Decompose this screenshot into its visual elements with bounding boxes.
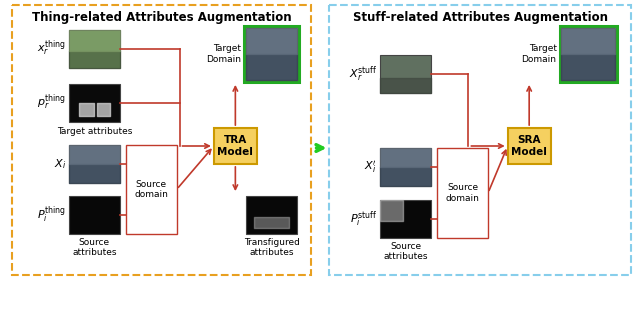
FancyBboxPatch shape	[246, 28, 297, 80]
Text: $x_r^{\mathrm{thing}}$: $x_r^{\mathrm{thing}}$	[37, 39, 66, 59]
Text: $P_i^{\mathrm{thing}}$: $P_i^{\mathrm{thing}}$	[37, 205, 66, 225]
FancyBboxPatch shape	[380, 200, 431, 238]
Text: Thing-related Attributes Augmentation: Thing-related Attributes Augmentation	[32, 11, 292, 23]
Text: Source
attributes: Source attributes	[72, 238, 116, 257]
Text: $X_r^{\mathrm{stuff}}$: $X_r^{\mathrm{stuff}}$	[349, 64, 378, 84]
FancyBboxPatch shape	[508, 128, 551, 164]
FancyBboxPatch shape	[69, 84, 120, 122]
FancyBboxPatch shape	[69, 145, 120, 183]
FancyBboxPatch shape	[246, 196, 297, 234]
Text: Target attributes: Target attributes	[56, 127, 132, 136]
FancyBboxPatch shape	[69, 196, 120, 234]
Text: Transfigured
attributes: Transfigured attributes	[244, 238, 300, 257]
FancyBboxPatch shape	[69, 30, 120, 68]
FancyBboxPatch shape	[214, 128, 257, 164]
Text: $X_i^{\prime}$: $X_i^{\prime}$	[364, 159, 378, 175]
Text: Target
Domain: Target Domain	[206, 44, 241, 64]
FancyBboxPatch shape	[380, 55, 431, 93]
FancyBboxPatch shape	[437, 148, 488, 238]
Text: $p_r^{\mathrm{thing}}$: $p_r^{\mathrm{thing}}$	[37, 93, 66, 113]
Text: Source
attributes: Source attributes	[383, 242, 428, 261]
Text: Target
Domain: Target Domain	[522, 44, 557, 64]
Text: $P_i^{\mathrm{stuff}}$: $P_i^{\mathrm{stuff}}$	[350, 209, 378, 229]
Text: $X_i$: $X_i$	[54, 157, 66, 171]
FancyBboxPatch shape	[380, 148, 431, 186]
Text: Source
domain: Source domain	[445, 183, 479, 203]
FancyBboxPatch shape	[561, 28, 616, 80]
Text: TRA
Model: TRA Model	[218, 135, 253, 157]
Text: SRA
Model: SRA Model	[511, 135, 547, 157]
Text: Stuff-related Attributes Augmentation: Stuff-related Attributes Augmentation	[353, 11, 608, 23]
FancyBboxPatch shape	[125, 145, 177, 234]
Text: Source
domain: Source domain	[134, 180, 168, 199]
